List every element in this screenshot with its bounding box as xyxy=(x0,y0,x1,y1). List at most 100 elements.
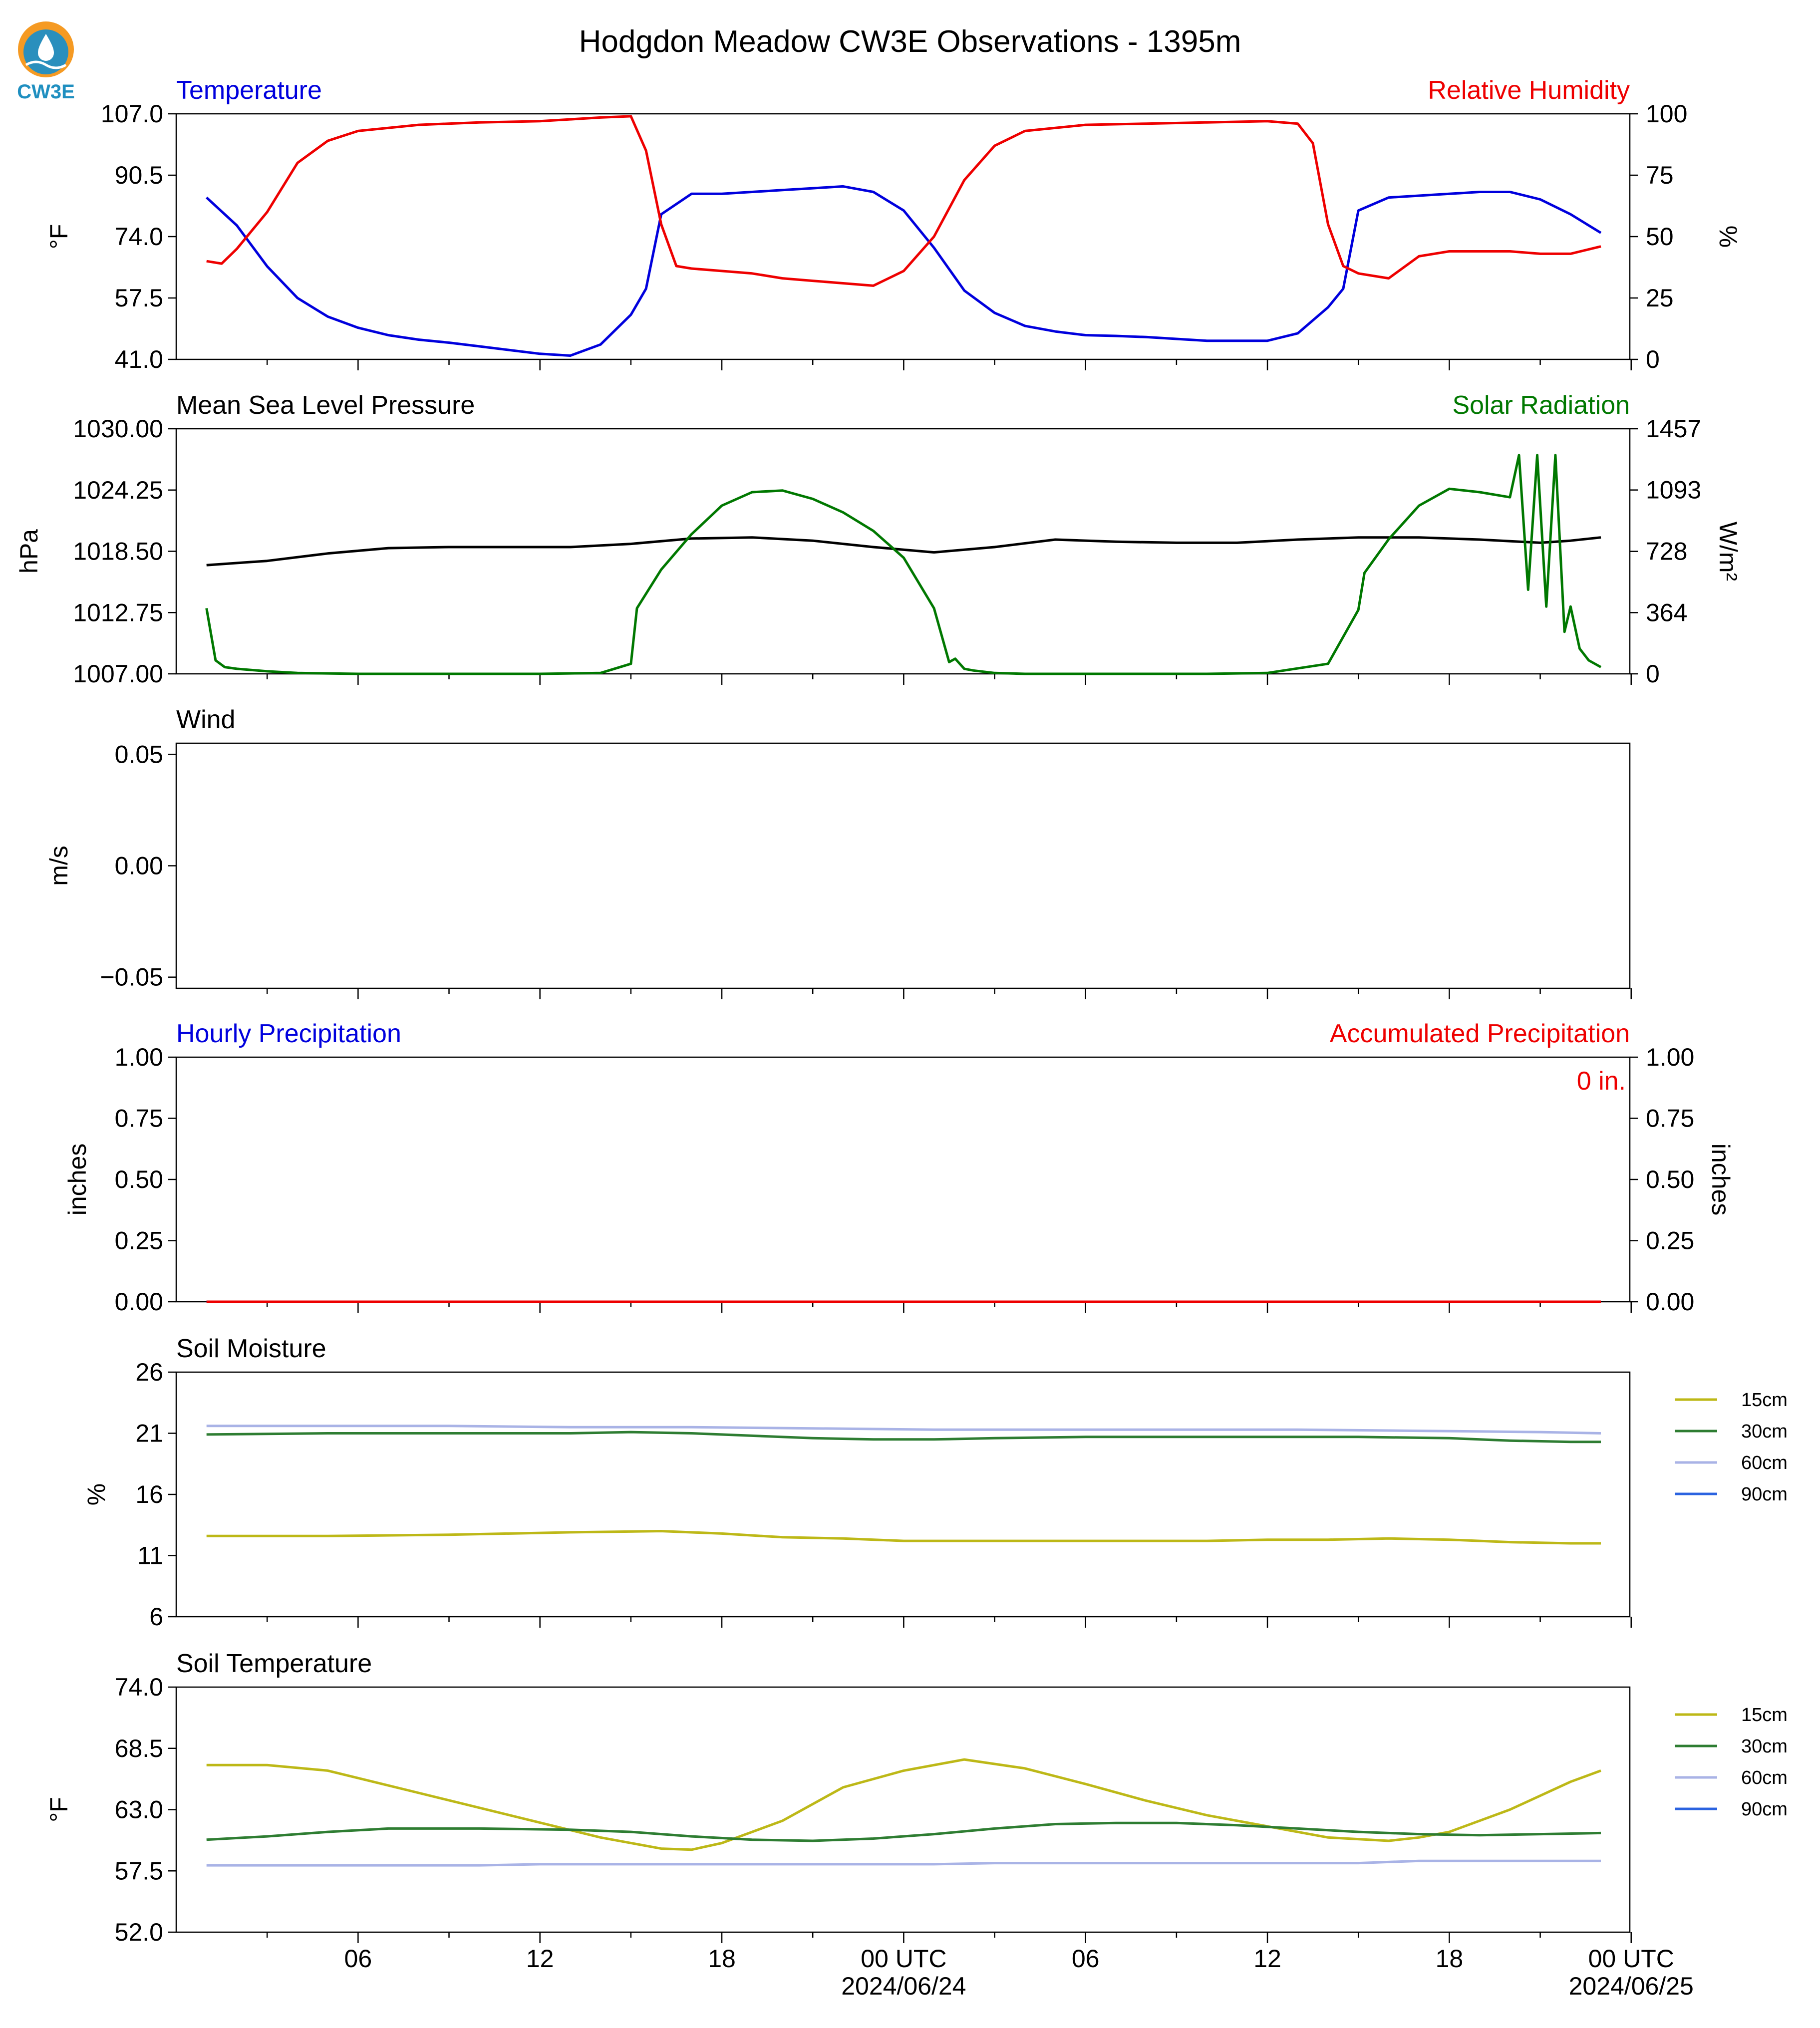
legend-label: 15cm xyxy=(1741,1390,1788,1411)
panel-soil-moisture: Soil Moisture 6 11 16 21 26% 15cm 30cm 60cm 90cm xyxy=(82,1334,1788,1631)
x-tick-label: 18 xyxy=(708,1945,736,1973)
legend-label: 60cm xyxy=(1741,1452,1788,1473)
legend-label: 90cm xyxy=(1741,1484,1788,1505)
x-tick-label: 00 UTC xyxy=(1588,1945,1674,1973)
x-tick-label: 00 UTC xyxy=(861,1945,946,1973)
y-tick-label: 0.00 xyxy=(115,1288,163,1316)
y-tick-label: 41.0 xyxy=(115,345,163,373)
y-tick-label: 1018.50 xyxy=(73,538,163,566)
y2-axis-label: % xyxy=(1714,226,1742,248)
series-line-temperature xyxy=(206,185,1602,357)
y-tick-label: 1030.00 xyxy=(73,415,163,443)
panel-title: Hourly Precipitation xyxy=(176,1019,401,1048)
chart-title: Hodgdon Meadow CW3E Observations - 1395m xyxy=(579,24,1241,59)
series-line-mean-sea-level-pressure xyxy=(206,536,1601,567)
plot-frame xyxy=(175,113,1631,360)
y2-tick-label: 0.25 xyxy=(1646,1227,1694,1255)
panel-wind: Wind −0.05 0.00 0.05 m/s xyxy=(45,705,1632,999)
y-tick-label: 16 xyxy=(135,1480,163,1508)
y-axis-label: inches xyxy=(63,1144,91,1216)
y2-tick-label: 1457 xyxy=(1646,415,1701,443)
y-tick-label: 74.0 xyxy=(115,1673,163,1701)
chart-panels: Temperature Relative Humidity 41.0 57.5 74.0… xyxy=(15,76,1788,2000)
panel-title: Temperature xyxy=(176,76,322,105)
series-line-15cm xyxy=(206,1758,1601,1851)
series-line-relative-humidity xyxy=(206,115,1601,287)
y-axis-label: °F xyxy=(45,1797,73,1822)
drop-icon xyxy=(38,34,54,61)
y2-tick-label: 75 xyxy=(1646,161,1674,189)
y-tick-label: −0.05 xyxy=(100,963,163,991)
panel-soil-temperature: Soil Temperature 52.0 57.5 63.0 68.5 74.0 °F 06… xyxy=(45,1649,1788,2000)
y-tick-label: 90.5 xyxy=(115,161,163,189)
x-date-label: 2024/06/24 xyxy=(841,1972,966,2000)
panel-title: Mean Sea Level Pressure xyxy=(176,391,475,420)
x-tick-label: 12 xyxy=(526,1945,554,1973)
plot-frame xyxy=(175,428,1631,675)
y2-tick-label: 364 xyxy=(1646,598,1687,626)
panel-mean-sea-level-pressure: Mean Sea Level Pressure Solar Radiation 10… xyxy=(15,391,1742,688)
y-tick-label: 0.50 xyxy=(115,1165,163,1193)
legend: 15cm 30cm 60cm 90cm xyxy=(1675,1705,1788,1820)
plot-frame xyxy=(175,1371,1631,1618)
y2-tick-label: 0.50 xyxy=(1646,1165,1694,1193)
legend-label: 90cm xyxy=(1741,1799,1788,1820)
y-tick-label: 68.5 xyxy=(115,1735,163,1762)
y2-tick-label: 0 xyxy=(1646,345,1660,373)
y2-tick-label: 50 xyxy=(1646,223,1674,251)
y-tick-label: 0.25 xyxy=(115,1227,163,1255)
y-axis-label: % xyxy=(82,1483,110,1505)
panel-title: Soil Temperature xyxy=(176,1649,372,1678)
panel-title: Soil Moisture xyxy=(176,1334,326,1363)
y-tick-label: 107.0 xyxy=(101,100,163,128)
y-tick-label: 74.0 xyxy=(115,223,163,251)
panel-right-title: Accumulated Precipitation xyxy=(1330,1019,1630,1048)
legend: 15cm 30cm 60cm 90cm xyxy=(1675,1390,1788,1505)
plot-frame xyxy=(175,1686,1631,1933)
series-line-60cm xyxy=(206,1859,1601,1867)
x-tick-label: 06 xyxy=(344,1945,372,1973)
y-tick-label: 26 xyxy=(135,1358,163,1386)
y2-tick-label: 0 xyxy=(1646,660,1660,688)
cw3e-logo: CW3E xyxy=(17,21,75,103)
y-tick-label: 57.5 xyxy=(115,1857,163,1885)
y-tick-label: 1.00 xyxy=(115,1043,163,1071)
series-line-30cm xyxy=(206,1821,1601,1842)
y-tick-label: 63.0 xyxy=(115,1796,163,1824)
y-tick-label: 52.0 xyxy=(115,1918,163,1946)
panel-temperature: Temperature Relative Humidity 41.0 57.5 74.0… xyxy=(45,76,1742,373)
series-line-30cm xyxy=(206,1431,1601,1444)
y2-tick-label: 25 xyxy=(1646,284,1674,312)
y2-tick-label: 0.00 xyxy=(1646,1288,1694,1316)
panel-right-title: Solar Radiation xyxy=(1452,391,1630,420)
x-tick-label: 12 xyxy=(1253,1945,1281,1973)
y-tick-label: 6 xyxy=(149,1603,163,1631)
y-tick-label: 57.5 xyxy=(115,284,163,312)
logo-text: CW3E xyxy=(17,81,75,103)
plot-frame xyxy=(175,1056,1631,1303)
y2-tick-label: 728 xyxy=(1646,538,1687,566)
series-line-60cm xyxy=(206,1425,1601,1435)
y-tick-label: 0.00 xyxy=(115,852,163,880)
y2-axis-label: inches xyxy=(1707,1144,1735,1216)
y2-tick-label: 1.00 xyxy=(1646,1043,1694,1071)
x-date-label: 2024/06/25 xyxy=(1569,1972,1694,2000)
series-line-15cm xyxy=(206,1530,1601,1545)
y-axis-label: °F xyxy=(45,224,73,250)
y2-axis-label: W/m² xyxy=(1714,522,1742,581)
x-tick-label: 18 xyxy=(1436,1945,1464,1973)
plot-frame xyxy=(175,742,1631,989)
panel-title: Wind xyxy=(176,705,235,734)
wave-icon xyxy=(25,60,67,69)
y-tick-label: 0.75 xyxy=(115,1105,163,1133)
y-tick-label: 1024.25 xyxy=(73,476,163,504)
y2-tick-label: 100 xyxy=(1646,100,1687,128)
y-tick-label: 0.05 xyxy=(115,740,163,768)
y2-tick-label: 0.75 xyxy=(1646,1105,1694,1133)
y-tick-label: 1012.75 xyxy=(73,598,163,626)
series-line-solar-radiation xyxy=(205,454,1602,675)
y2-tick-label: 1093 xyxy=(1646,476,1701,504)
panel-hourly-precipitation: Hourly Precipitation Accumulated Precipit… xyxy=(63,1019,1735,1316)
y-axis-label: m/s xyxy=(45,846,73,886)
